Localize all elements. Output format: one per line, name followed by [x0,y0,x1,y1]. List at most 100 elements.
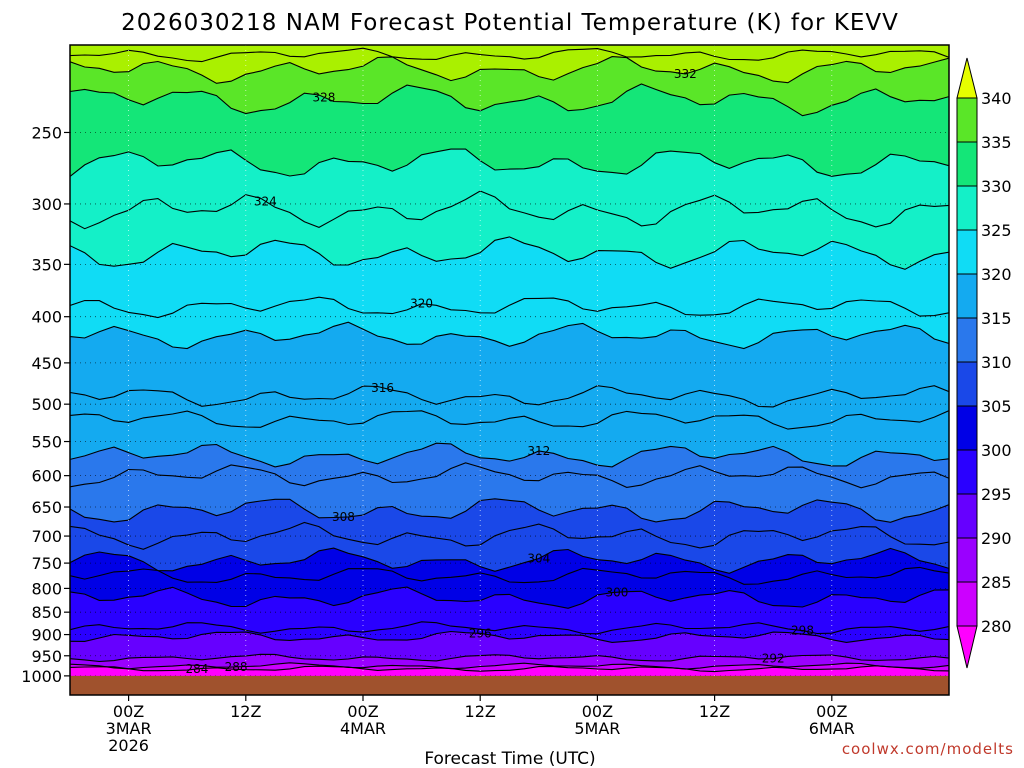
band-above-336 [70,45,949,62]
isentrope-label-324: 324 [254,195,277,209]
isentrope-308 [70,498,949,523]
y-tick-label-500: 500 [31,395,62,414]
x-tick-label-12-0: 12Z [230,702,261,721]
colorbar-label-290: 290 [981,529,1012,548]
isentrope-300 [70,586,949,609]
isentrope-label-304: 304 [527,551,550,565]
filled-contour-bands [70,45,949,695]
x-tick-label-72-0: 00Z [816,702,847,721]
colorbar-segment-280 [956,581,978,627]
isentrope-302 [70,566,949,585]
isentrope-labels: 284 288 292 296 298 300 304 308 312 316 320 324 328 3… [186,67,814,676]
isentrope-label-284: 284 [186,662,209,676]
x-tick-label-36-0: 12Z [465,702,496,721]
colorbar-segment-330 [956,141,978,187]
colorbar-segment-310 [956,317,978,363]
isentrope-326 [70,148,949,177]
isentrope-label-296: 296 [469,626,492,640]
isentrope-310 [70,462,949,489]
colorbar-segment-335 [956,97,978,143]
isentrope-label-320: 320 [410,297,433,311]
y-tick-label-450: 450 [31,354,62,373]
x-tick-label-0-0: 00Z [113,702,144,721]
isentrope-322 [70,236,949,270]
y-tick-label-800: 800 [31,579,62,598]
x-tick-label-24-0: 00Z [347,702,378,721]
isentrope-306 [70,521,949,550]
isentrope-label-316: 316 [371,381,394,395]
isentrope-label-328: 328 [312,91,335,105]
colorbar-segment-300 [956,405,978,451]
colorbar-arrow-high [956,57,978,99]
y-tick-label-900: 900 [31,626,62,645]
isentrope-label-332: 332 [674,67,697,81]
y-tick-label-550: 550 [31,433,62,452]
y-tick-label-1000: 1000 [21,667,62,686]
isentrope-296 [70,630,949,643]
colorbar-segment-305 [956,361,978,407]
isentrope-label-300: 300 [605,586,628,600]
plot-frame [69,44,950,696]
credit-text: coolwx.com/modelts [842,740,1014,758]
isentrope-label-292: 292 [762,652,785,666]
y-tick-label-950: 950 [31,647,62,666]
isentrope-label-312: 312 [527,444,550,458]
colorbar-segment-290 [956,493,978,539]
isentrope-316 [70,385,949,408]
isentrope-336 [70,47,949,63]
y-tick-label-750: 750 [31,554,62,573]
plot-area [70,45,949,695]
y-tick-label-700: 700 [31,527,62,546]
isentrope-label-288: 288 [225,660,248,674]
isentrope-304 [70,547,949,574]
isentrope-318 [70,321,949,350]
isentrope-314 [70,410,949,430]
isentrope-292 [70,653,949,663]
isentrope-298 [70,621,949,635]
colorbar-label-280: 280 [981,617,1012,636]
x-axis-label: Forecast Time (UTC) [424,749,595,768]
y-axis-ticks: 250 300 350 400 450 500 550 600 650 700 750 800 850 9… [21,123,70,686]
isentrope-312 [70,442,949,468]
x-tick-label-24-1: 4MAR [340,719,386,738]
colorbar-segment-285 [956,537,978,583]
colorbar-segment-320 [956,229,978,275]
isentrope-label-298: 298 [791,624,814,638]
isentrope-284 [70,665,949,673]
y-tick-label-850: 850 [31,603,62,622]
colorbar-label-295: 295 [981,485,1012,504]
colorbar-label-320: 320 [981,265,1012,284]
x-tick-label-0-2: 2026 [108,736,149,755]
y-tick-label-400: 400 [31,308,62,327]
colorbar-label-305: 305 [981,397,1012,416]
colorbar-label-310: 310 [981,353,1012,372]
colorbar-label-335: 335 [981,133,1012,152]
y-tick-label-650: 650 [31,498,62,517]
colorbar-label-340: 340 [981,89,1012,108]
colorbar-label-325: 325 [981,221,1012,240]
colorbar-arrow-low [956,625,978,669]
y-tick-label-350: 350 [31,255,62,274]
colorbar-label-300: 300 [981,441,1012,460]
isentrope-320 [70,296,949,319]
x-tick-label-60-0: 12Z [699,702,730,721]
isentrope-label-308: 308 [332,510,355,524]
colorbar-label-315: 315 [981,309,1012,328]
colorbar-segment-325 [956,185,978,231]
isentrope-332 [70,56,949,84]
x-tick-label-0-1: 3MAR [106,719,152,738]
colorbar: 280 285 290 295 300 305 310 315 320 325 330 335 340 [956,57,1012,669]
colorbar-segment-295 [956,449,978,495]
y-tick-label-300: 300 [31,195,62,214]
isentrope-328 [70,83,949,117]
y-tick-label-250: 250 [31,123,62,142]
isentrope-324 [70,190,949,230]
chart-title: 2026030218 NAM Forecast Potential Temper… [121,10,899,36]
x-tick-label-72-1: 6MAR [809,719,855,738]
isentrope-288 [70,662,949,670]
colorbar-segment-315 [956,273,978,319]
x-tick-label-48-0: 00Z [582,702,613,721]
isentrope-lines [70,47,949,673]
